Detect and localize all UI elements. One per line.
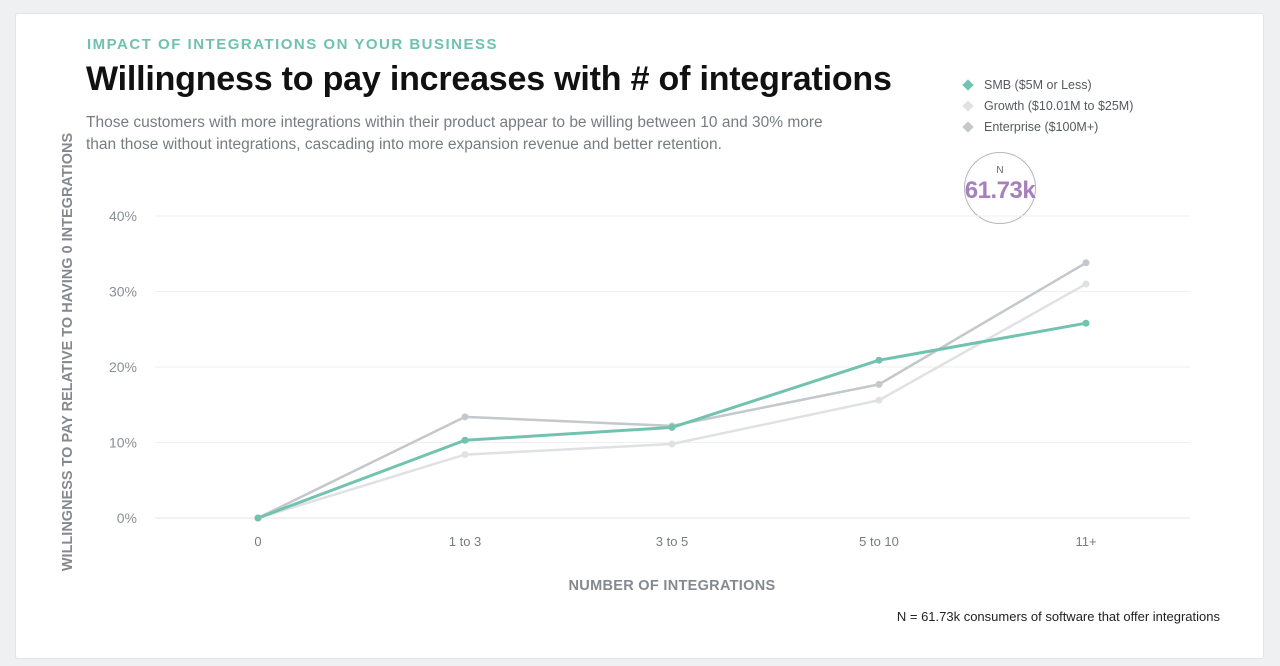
legend-item-enterprise[interactable]: Enterprise ($100M+) bbox=[962, 116, 1133, 137]
x-tick-label: 1 to 3 bbox=[449, 534, 482, 549]
y-tick-label: 10% bbox=[109, 435, 137, 451]
data-point-enterprise bbox=[1082, 259, 1090, 267]
x-tick-label: 5 to 10 bbox=[859, 534, 899, 549]
data-point-smb bbox=[668, 423, 676, 431]
chart-card bbox=[15, 13, 1264, 659]
legend-label-smb: SMB ($5M or Less) bbox=[984, 77, 1092, 92]
data-point-growth bbox=[668, 440, 676, 448]
chart-eyebrow: IMPACT OF INTEGRATIONS ON YOUR BUSINESS bbox=[87, 36, 499, 53]
x-tick-label: 0 bbox=[254, 534, 261, 549]
series-line-growth bbox=[256, 282, 1088, 520]
y-axis-title: WILLINGNESS TO PAY RELATIVE TO HAVING 0 … bbox=[60, 133, 76, 572]
data-point-smb bbox=[1082, 319, 1090, 327]
data-point-smb bbox=[875, 356, 883, 364]
data-point-growth bbox=[461, 451, 469, 459]
chart-legend: SMB ($5M or Less) Growth ($10.01M to $25… bbox=[962, 74, 1133, 137]
data-point-enterprise bbox=[875, 380, 883, 388]
data-point-growth bbox=[875, 396, 883, 404]
chart-subtitle: Those customers with more integrations w… bbox=[86, 114, 823, 153]
legend-item-growth[interactable]: Growth ($10.01M to $25M) bbox=[962, 95, 1133, 116]
footnote: N = 61.73k consumers of software that of… bbox=[896, 609, 1220, 624]
y-tick-label: 30% bbox=[109, 284, 137, 300]
legend-label-growth: Growth ($10.01M to $25M) bbox=[984, 98, 1134, 113]
legend-item-smb[interactable]: SMB ($5M or Less) bbox=[962, 74, 1133, 95]
legend-label-enterprise: Enterprise ($100M+) bbox=[984, 119, 1099, 134]
y-tick-label: 0% bbox=[117, 510, 137, 526]
data-point-smb bbox=[461, 436, 469, 444]
sample-size-label: N bbox=[996, 165, 1004, 176]
sample-size-value: 61.73k bbox=[964, 177, 1036, 204]
data-point-enterprise bbox=[461, 413, 469, 421]
y-tick-label: 20% bbox=[109, 359, 137, 375]
y-tick-label: 40% bbox=[109, 208, 137, 224]
sample-size-badge: N 61.73k bbox=[964, 152, 1036, 224]
data-point-growth bbox=[1082, 280, 1090, 288]
chart-title: Willingness to pay increases with # of i… bbox=[86, 60, 892, 98]
x-tick-label: 3 to 5 bbox=[656, 534, 689, 549]
x-tick-label: 11+ bbox=[1075, 534, 1096, 549]
x-axis-title: NUMBER OF INTEGRATIONS bbox=[569, 578, 776, 594]
data-point-smb bbox=[254, 514, 262, 522]
